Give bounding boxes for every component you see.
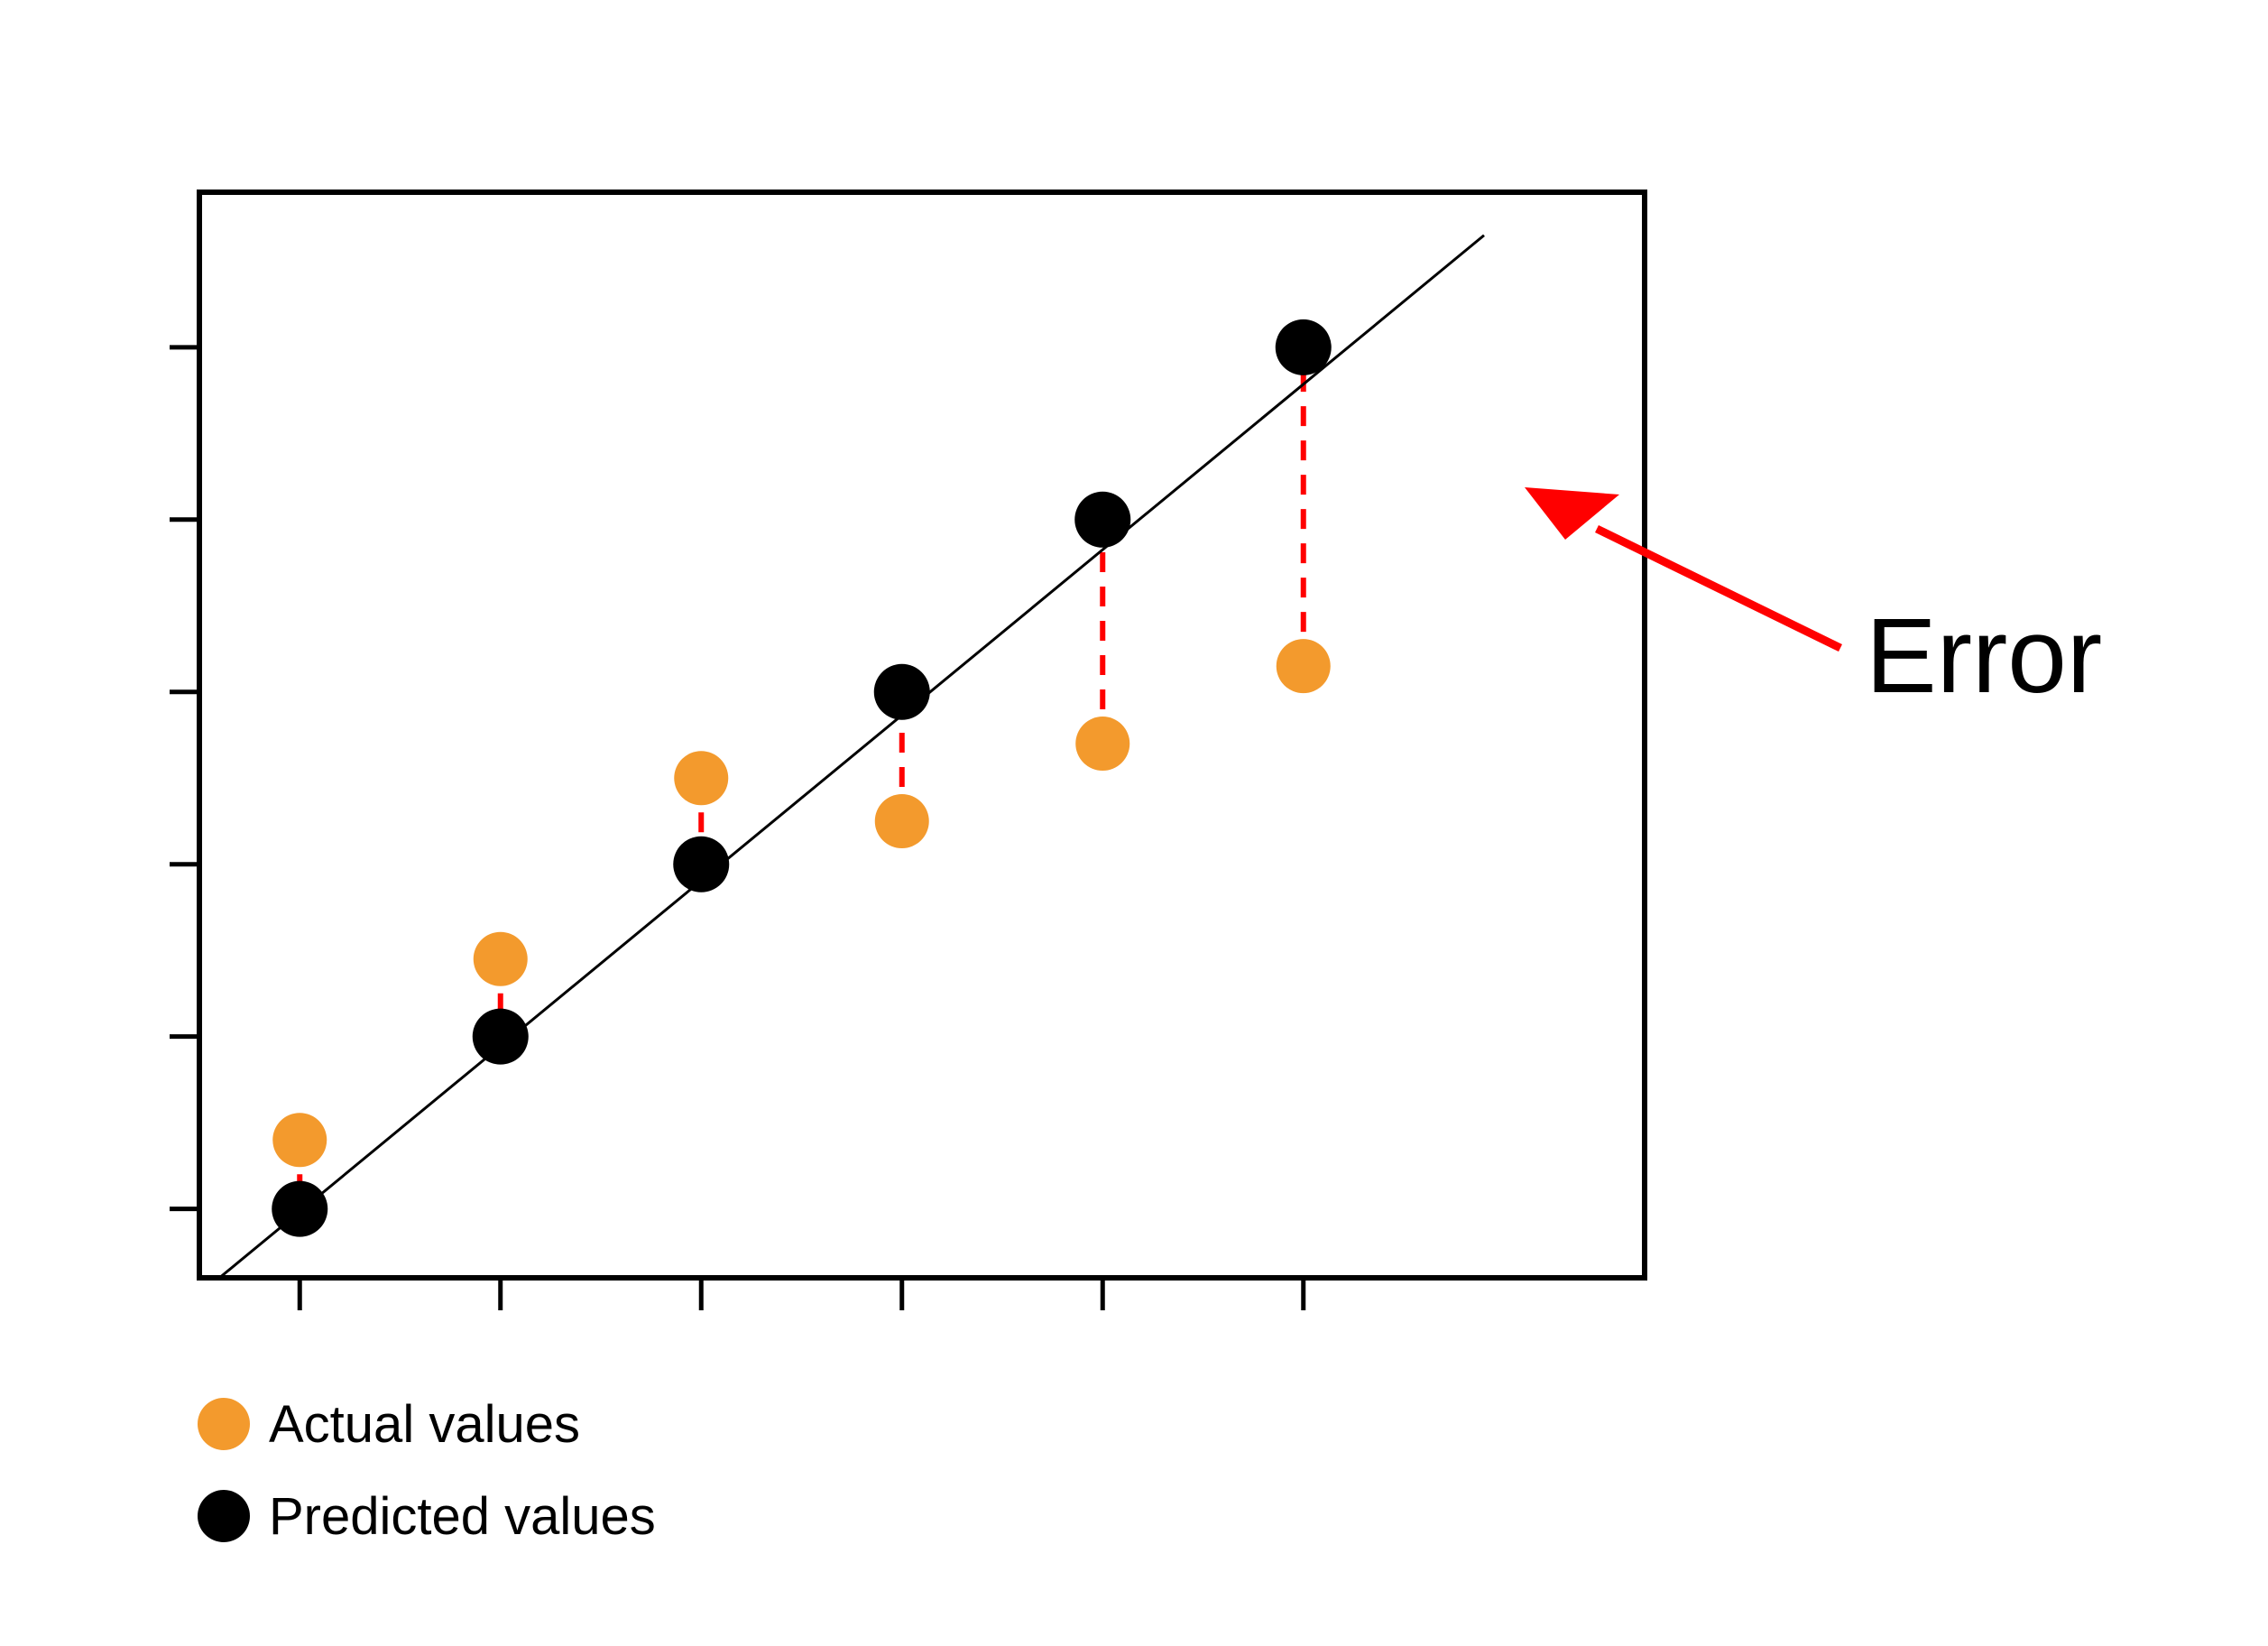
error-annotation: Error bbox=[1525, 487, 2102, 716]
actual-point bbox=[1075, 717, 1130, 772]
fit-line bbox=[218, 234, 1485, 1280]
legend-label-actual: Actual values bbox=[269, 1395, 580, 1454]
legend-label-predicted: Predicted values bbox=[269, 1487, 656, 1546]
actual-point bbox=[473, 931, 528, 986]
error-lines bbox=[297, 347, 1306, 1209]
legend: Actual values Predicted values bbox=[198, 1395, 656, 1546]
plot-frame bbox=[197, 190, 1647, 1281]
actual-point bbox=[674, 751, 729, 806]
y-axis-ticks bbox=[170, 345, 197, 1212]
annotation-arrow-head bbox=[1525, 487, 1619, 540]
actual-point bbox=[874, 793, 929, 848]
fit-line-layer bbox=[218, 234, 1485, 1280]
legend-marker-actual bbox=[198, 1398, 250, 1450]
predicted-point bbox=[1275, 319, 1332, 375]
predicted-point bbox=[272, 1180, 328, 1237]
predicted-point bbox=[673, 836, 730, 892]
actual-point bbox=[1276, 639, 1331, 694]
predicted-point bbox=[873, 663, 930, 720]
data-points bbox=[272, 319, 1332, 1237]
predicted-point bbox=[472, 1008, 529, 1065]
actual-point bbox=[272, 1113, 327, 1168]
annotation-arrow-line bbox=[1595, 524, 1842, 652]
x-axis-ticks bbox=[297, 1281, 1306, 1310]
predicted-point bbox=[1074, 491, 1131, 548]
legend-marker-predicted bbox=[198, 1490, 250, 1542]
annotation-label: Error bbox=[1866, 596, 2102, 716]
